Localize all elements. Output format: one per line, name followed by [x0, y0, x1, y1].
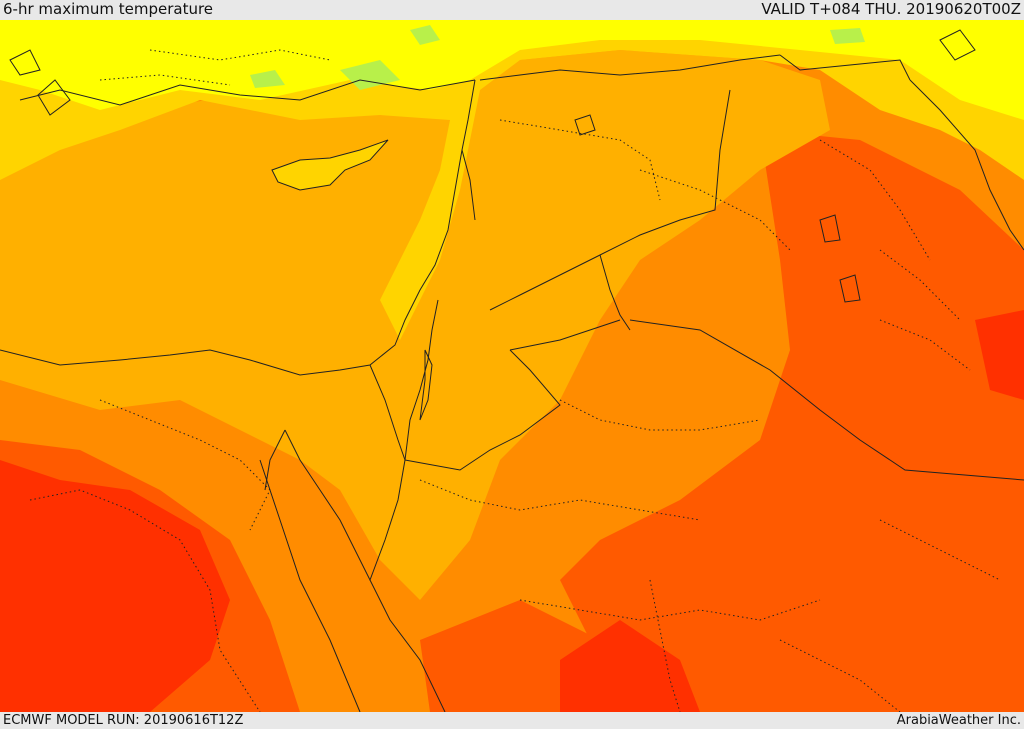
admin-boundaries — [29, 49, 1001, 712]
credit: ArabiaWeather Inc. — [896, 713, 1021, 728]
temp-field-green-3 — [410, 25, 440, 45]
temp-field-green-2 — [250, 70, 285, 88]
coastlines — [0, 29, 1024, 712]
country-borders — [369, 54, 1024, 481]
temperature-map — [0, 20, 1024, 712]
temp-field-red-east — [975, 310, 1024, 400]
temp-field-red-west — [0, 460, 230, 712]
header-bar: 6-hr maximum temperature VALID T+084 THU… — [0, 0, 1024, 20]
cyprus-island — [271, 139, 389, 191]
temp-field-green-1 — [340, 60, 400, 90]
temp-field-red-south — [560, 620, 700, 712]
valid-time: VALID T+084 THU. 20190620T00Z — [761, 0, 1021, 18]
temp-field-gold — [0, 20, 1024, 340]
temp-field-light-orange — [0, 50, 830, 600]
map-title: 6-hr maximum temperature — [3, 0, 214, 18]
temperature-map-canvas — [0, 20, 1024, 712]
temp-field-green-4 — [830, 28, 865, 44]
model-run: ECMWF MODEL RUN: 20190616T12Z — [3, 713, 244, 728]
temp-field-dark-orange — [560, 130, 1024, 712]
temp-field-yellow — [0, 20, 1024, 120]
footer-bar: ECMWF MODEL RUN: 20190616T12Z ArabiaWeat… — [0, 712, 1024, 729]
